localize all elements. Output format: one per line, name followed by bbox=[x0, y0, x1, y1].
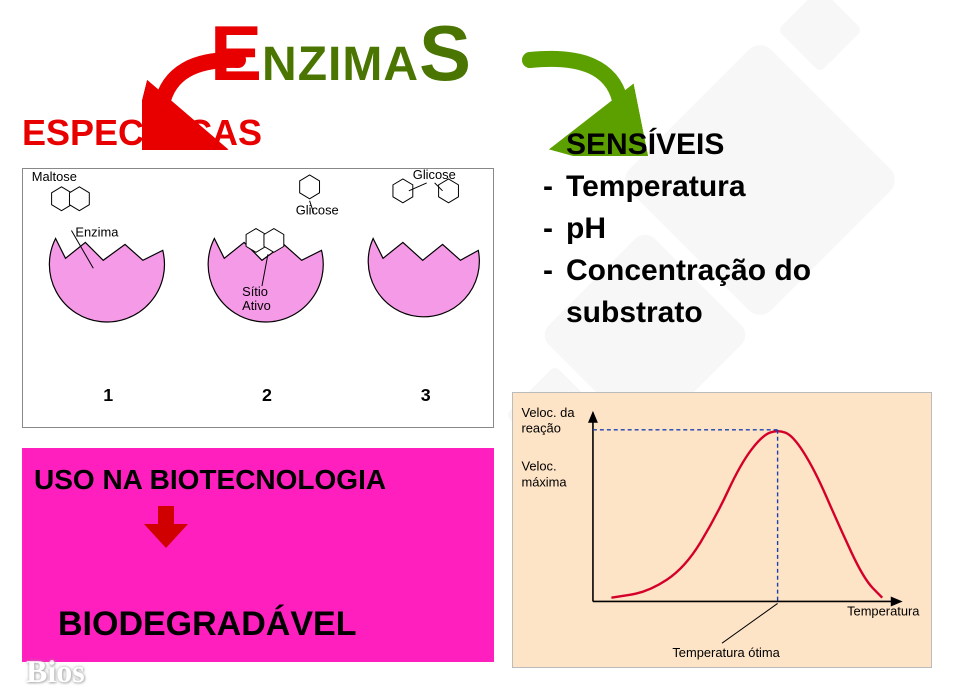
especificas-heading: ESPECÍFICAS bbox=[22, 112, 262, 154]
sensiveis-item: Concentração do substrato bbox=[566, 250, 896, 334]
sensiveis-heading: SENSÍVEIS bbox=[530, 124, 896, 166]
sensiveis-item: Temperatura bbox=[566, 166, 746, 208]
label-glicose: Glicose bbox=[296, 203, 339, 218]
step-num-1: 1 bbox=[103, 385, 113, 405]
label-sitio: Sítio bbox=[242, 284, 268, 299]
rate-temp-chart: Veloc. da reação Veloc. máxima Temperatu… bbox=[512, 392, 932, 668]
ylab-top2: reação bbox=[521, 421, 560, 436]
pink-block: USO NA BIOTECNOLOGIA BIODEGRADÁVEL bbox=[22, 448, 494, 662]
label-enzima: Enzima bbox=[75, 224, 119, 239]
ylab-mid1: Veloc. bbox=[521, 458, 556, 473]
ylab-mid2: máxima bbox=[521, 474, 567, 489]
step-num-2: 2 bbox=[262, 385, 272, 405]
label-ativo: Ativo bbox=[242, 298, 271, 313]
uso-text: USO NA BIOTECNOLOGIA bbox=[34, 464, 482, 496]
opt-label: Temperatura ótima bbox=[672, 645, 780, 660]
sensiveis-item: pH bbox=[566, 208, 606, 250]
ylab-top1: Veloc. da bbox=[521, 405, 575, 420]
step-num-3: 3 bbox=[421, 385, 431, 405]
sensiveis-block: SENSÍVEIS -Temperatura -pH -Concentração… bbox=[530, 124, 896, 334]
title-mid: NZIMA bbox=[262, 37, 419, 92]
xlab: Temperatura bbox=[847, 603, 920, 618]
title-letter-s: S bbox=[419, 8, 471, 99]
biodeg-text: BIODEGRADÁVEL bbox=[58, 605, 482, 644]
down-arrow-icon bbox=[144, 506, 188, 548]
logo: Bios bbox=[26, 653, 85, 690]
label-glicose-2: Glicose bbox=[413, 169, 456, 182]
enzyme-diagram: Maltose Enzima Sítio Ativo Glicose bbox=[22, 168, 494, 428]
label-maltose: Maltose bbox=[32, 169, 77, 184]
